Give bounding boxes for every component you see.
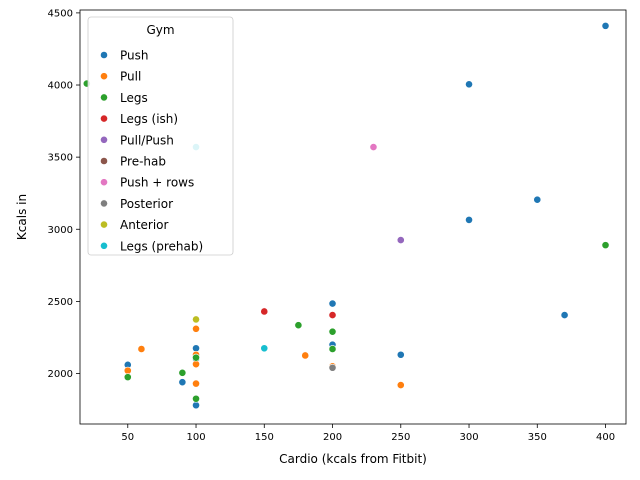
data-point — [396, 350, 405, 359]
legend-box — [87, 16, 234, 256]
data-point — [260, 344, 269, 353]
y-tick-label: 4500 — [48, 8, 73, 19]
data-point — [294, 321, 303, 330]
x-tick-label: 200 — [323, 432, 342, 443]
y-tick-label: 4000 — [48, 81, 73, 92]
legend-marker — [100, 199, 108, 208]
data-point — [301, 351, 310, 360]
x-tick-label: 100 — [186, 432, 205, 443]
legend-marker — [100, 135, 108, 144]
legend-label: Push + rows — [120, 176, 194, 190]
data-point — [178, 378, 187, 387]
x-tick-label: 300 — [459, 432, 478, 443]
data-point — [396, 381, 405, 389]
y-axis-label: Kcals in — [15, 194, 29, 240]
data-point — [560, 311, 569, 319]
data-point — [123, 373, 132, 382]
legend-label: Anterior — [120, 218, 169, 232]
legend-label: Pull — [120, 70, 141, 84]
data-point — [328, 327, 337, 336]
data-point — [601, 21, 610, 30]
data-point — [533, 195, 542, 204]
data-point — [328, 363, 337, 372]
legend-label: Pull/Push — [120, 133, 174, 147]
legend-label: Legs (prehab) — [120, 239, 203, 253]
data-point — [328, 299, 337, 308]
legend-marker — [100, 114, 108, 123]
legend-label: Legs — [120, 91, 148, 105]
y-tick-label: 2500 — [48, 297, 73, 308]
x-tick-label: 50 — [121, 432, 134, 443]
x-tick-label: 250 — [391, 432, 410, 443]
data-point — [192, 353, 200, 362]
data-point — [192, 344, 200, 353]
data-point — [192, 324, 200, 333]
data-point — [601, 241, 610, 250]
legend-marker — [100, 220, 108, 229]
data-point — [260, 307, 269, 316]
x-tick-label: 150 — [255, 432, 274, 443]
legend-marker — [100, 93, 108, 102]
data-point — [192, 379, 200, 388]
data-point — [137, 345, 146, 353]
x-tick-label: 350 — [528, 432, 547, 443]
data-point — [465, 80, 473, 89]
data-point — [465, 215, 473, 224]
legend: Gym Push Pull Legs Legs (ish) Pull/Push Pre-ha… — [87, 16, 234, 256]
data-point — [369, 143, 378, 151]
legend-label: Posterior — [120, 197, 173, 211]
x-axis-label: Cardio (kcals from Fitbit) — [279, 452, 427, 466]
data-point — [192, 360, 200, 369]
legend-marker — [100, 51, 108, 59]
data-point — [328, 311, 337, 319]
x-tick-label: 400 — [596, 432, 615, 443]
legend-label: Push — [120, 49, 149, 63]
data-point — [192, 394, 200, 403]
legend-marker — [100, 157, 108, 165]
legend-marker — [100, 178, 108, 187]
data-point — [192, 315, 200, 324]
x-axis-ticks: 50 100 150 200 250 300 350 400 — [121, 424, 615, 443]
data-point — [396, 236, 405, 244]
legend-title: Gym — [146, 23, 174, 37]
y-tick-label: 3500 — [48, 153, 73, 164]
y-tick-label: 3000 — [48, 225, 73, 236]
legend-marker — [100, 72, 108, 81]
legend-label: Pre-hab — [120, 155, 166, 169]
data-point — [192, 401, 200, 410]
plot-frame — [79, 9, 627, 425]
data-point — [328, 345, 337, 353]
y-tick-label: 2000 — [48, 369, 73, 380]
legend-label: Legs (ish) — [120, 112, 178, 126]
legend-marker — [100, 241, 108, 250]
data-point — [123, 366, 132, 375]
y-axis-ticks: 2000 2500 3000 3500 4000 4500 — [48, 8, 80, 380]
data-point — [178, 368, 187, 377]
